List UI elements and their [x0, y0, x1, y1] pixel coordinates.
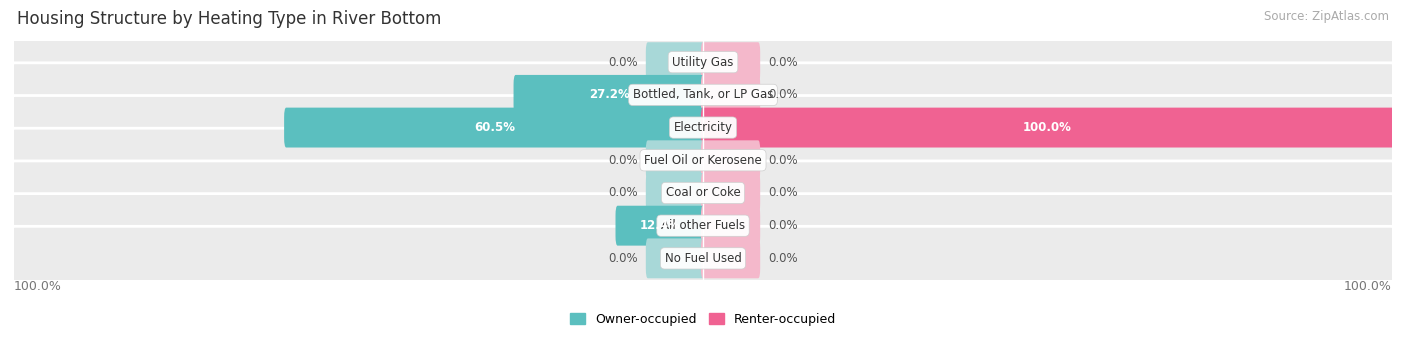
- Text: 60.5%: 60.5%: [474, 121, 515, 134]
- Text: Utility Gas: Utility Gas: [672, 56, 734, 69]
- FancyBboxPatch shape: [645, 140, 704, 180]
- FancyBboxPatch shape: [702, 108, 1393, 148]
- FancyBboxPatch shape: [616, 206, 704, 246]
- FancyBboxPatch shape: [11, 226, 1395, 291]
- FancyBboxPatch shape: [11, 95, 1395, 160]
- FancyBboxPatch shape: [645, 173, 704, 213]
- FancyBboxPatch shape: [702, 206, 761, 246]
- Text: 0.0%: 0.0%: [769, 252, 799, 265]
- Text: 0.0%: 0.0%: [607, 252, 637, 265]
- Text: 0.0%: 0.0%: [769, 88, 799, 101]
- Text: 0.0%: 0.0%: [769, 56, 799, 69]
- FancyBboxPatch shape: [702, 238, 761, 278]
- FancyBboxPatch shape: [702, 42, 761, 82]
- Text: 27.2%: 27.2%: [589, 88, 630, 101]
- FancyBboxPatch shape: [702, 173, 761, 213]
- FancyBboxPatch shape: [11, 63, 1395, 127]
- Text: All other Fuels: All other Fuels: [661, 219, 745, 232]
- FancyBboxPatch shape: [513, 75, 704, 115]
- FancyBboxPatch shape: [11, 194, 1395, 258]
- Text: 100.0%: 100.0%: [14, 280, 62, 293]
- FancyBboxPatch shape: [702, 75, 761, 115]
- Text: 0.0%: 0.0%: [607, 56, 637, 69]
- FancyBboxPatch shape: [11, 30, 1395, 94]
- Text: 0.0%: 0.0%: [607, 154, 637, 167]
- FancyBboxPatch shape: [645, 238, 704, 278]
- Text: No Fuel Used: No Fuel Used: [665, 252, 741, 265]
- FancyBboxPatch shape: [702, 140, 761, 180]
- Text: Bottled, Tank, or LP Gas: Bottled, Tank, or LP Gas: [633, 88, 773, 101]
- FancyBboxPatch shape: [645, 42, 704, 82]
- FancyBboxPatch shape: [11, 128, 1395, 192]
- FancyBboxPatch shape: [284, 108, 704, 148]
- Text: Source: ZipAtlas.com: Source: ZipAtlas.com: [1264, 10, 1389, 23]
- Text: 0.0%: 0.0%: [607, 187, 637, 199]
- Text: 0.0%: 0.0%: [769, 219, 799, 232]
- Text: 100.0%: 100.0%: [1024, 121, 1071, 134]
- Text: 100.0%: 100.0%: [1344, 280, 1392, 293]
- Legend: Owner-occupied, Renter-occupied: Owner-occupied, Renter-occupied: [569, 313, 837, 326]
- Text: Fuel Oil or Kerosene: Fuel Oil or Kerosene: [644, 154, 762, 167]
- Text: Housing Structure by Heating Type in River Bottom: Housing Structure by Heating Type in Riv…: [17, 10, 441, 28]
- Text: 0.0%: 0.0%: [769, 154, 799, 167]
- Text: 12.4%: 12.4%: [640, 219, 681, 232]
- Text: Electricity: Electricity: [673, 121, 733, 134]
- Text: 0.0%: 0.0%: [769, 187, 799, 199]
- FancyBboxPatch shape: [11, 161, 1395, 225]
- Text: Coal or Coke: Coal or Coke: [665, 187, 741, 199]
